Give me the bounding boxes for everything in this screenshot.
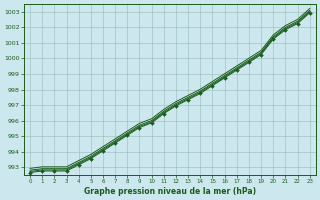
- X-axis label: Graphe pression niveau de la mer (hPa): Graphe pression niveau de la mer (hPa): [84, 187, 256, 196]
